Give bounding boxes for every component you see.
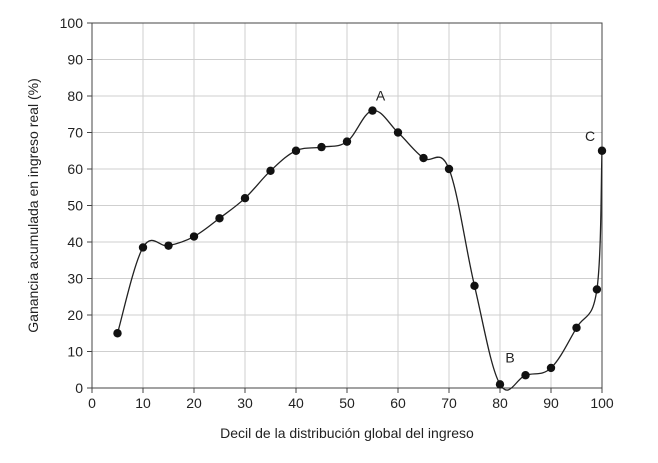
series-line <box>116 109 603 391</box>
y-tick-label: 90 <box>67 52 83 68</box>
data-point <box>113 329 122 338</box>
x-tick-label: 100 <box>590 395 614 411</box>
annotation-label: A <box>376 88 386 104</box>
data-point <box>266 166 275 176</box>
y-tick-label: 10 <box>67 344 83 360</box>
x-axis-title: Decil de la distribución global del ingr… <box>220 425 474 441</box>
data-point <box>546 363 556 373</box>
data-point <box>189 232 199 241</box>
y-tick-label: 60 <box>67 161 83 177</box>
x-axis: 0 10 20 30 40 50 60 70 80 90 100 <box>88 388 614 411</box>
annotation-label: C <box>585 128 595 144</box>
x-tick-label: 80 <box>492 395 508 411</box>
data-points <box>113 106 607 389</box>
x-tick-label: 70 <box>441 395 457 411</box>
data-point <box>317 142 326 152</box>
data-point <box>291 146 301 155</box>
data-point <box>419 153 428 163</box>
x-tick-label: 60 <box>390 395 406 411</box>
data-point <box>597 146 607 155</box>
annotation-label: B <box>505 349 514 365</box>
data-point <box>521 371 530 380</box>
y-tick-label: 100 <box>60 15 84 31</box>
y-tick-label: 80 <box>67 88 83 104</box>
y-tick-label: 50 <box>67 198 83 214</box>
data-point <box>342 137 352 146</box>
y-tick-label: 0 <box>75 380 83 396</box>
y-tick-label: 70 <box>67 125 83 141</box>
y-tick-label: 40 <box>67 234 83 250</box>
data-point <box>393 128 403 137</box>
x-tick-label: 30 <box>237 395 253 411</box>
x-tick-label: 40 <box>288 395 304 411</box>
x-tick-label: 20 <box>186 395 202 411</box>
data-point <box>572 323 581 332</box>
annotations: A B C <box>376 88 595 366</box>
data-point <box>240 194 250 203</box>
data-point <box>495 380 505 389</box>
data-point <box>470 281 479 290</box>
x-tick-label: 90 <box>543 395 559 411</box>
grid <box>91 22 603 389</box>
x-tick-label: 50 <box>339 395 355 411</box>
data-point <box>592 285 602 294</box>
data-point <box>444 164 454 174</box>
y-axis-title: Ganancia acumulada en ingreso real (%) <box>25 78 41 332</box>
x-tick-label: 10 <box>135 395 151 411</box>
data-point <box>215 214 224 223</box>
data-point <box>164 241 173 250</box>
x-tick-label: 0 <box>88 395 96 411</box>
data-point <box>368 106 377 115</box>
y-axis: 0 10 20 30 40 50 60 70 80 90 100 <box>60 15 92 396</box>
y-tick-label: 20 <box>67 307 83 323</box>
data-point <box>138 243 148 252</box>
y-tick-label: 30 <box>67 271 83 287</box>
